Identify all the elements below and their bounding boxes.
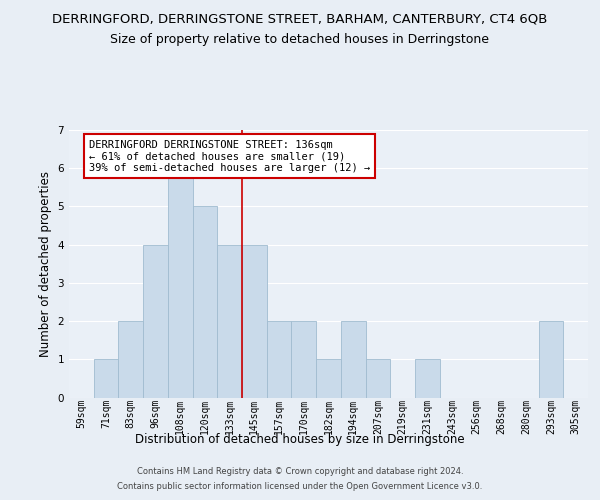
Bar (168, 168, 193, 398)
Bar (143, 244, 168, 398)
Y-axis label: Number of detached properties: Number of detached properties (39, 171, 52, 357)
Bar (217, 244, 242, 398)
Text: Distribution of detached houses by size in Derringstone: Distribution of detached houses by size … (135, 432, 465, 446)
Text: DERRINGFORD DERRINGSTONE STREET: 136sqm
← 61% of detached houses are smaller (19: DERRINGFORD DERRINGSTONE STREET: 136sqm … (89, 140, 370, 173)
Text: Contains public sector information licensed under the Open Government Licence v3: Contains public sector information licen… (118, 482, 482, 491)
Bar (118, 321, 143, 398)
Bar (316, 360, 341, 398)
Bar (365, 360, 390, 398)
Text: Contains HM Land Registry data © Crown copyright and database right 2024.: Contains HM Land Registry data © Crown c… (137, 467, 463, 476)
Bar (267, 321, 292, 398)
Bar (341, 321, 365, 398)
Bar (193, 206, 217, 398)
Text: DERRINGFORD, DERRINGSTONE STREET, BARHAM, CANTERBURY, CT4 6QB: DERRINGFORD, DERRINGSTONE STREET, BARHAM… (52, 12, 548, 26)
Bar (242, 244, 267, 398)
Bar (415, 360, 440, 398)
Text: Size of property relative to detached houses in Derringstone: Size of property relative to detached ho… (110, 32, 490, 46)
Bar (94, 360, 118, 398)
Bar (292, 321, 316, 398)
Bar (539, 321, 563, 398)
